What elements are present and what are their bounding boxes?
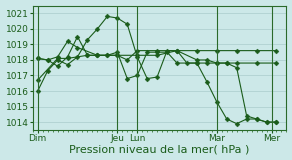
X-axis label: Pression niveau de la mer( hPa ): Pression niveau de la mer( hPa ): [69, 144, 250, 154]
